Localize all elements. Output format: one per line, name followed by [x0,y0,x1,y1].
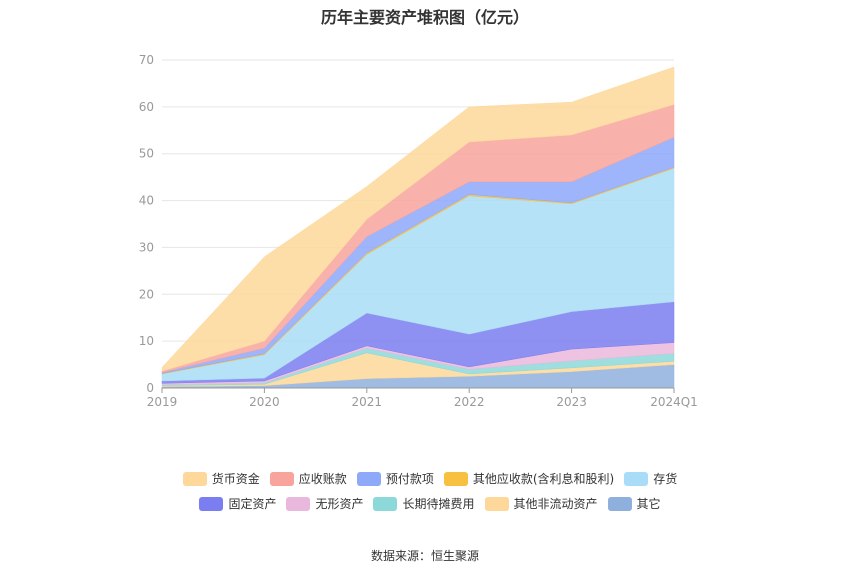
legend-label: 预付款项 [385,472,434,486]
legend-label: 货币资金 [211,472,260,486]
legend-item[interactable]: 长期待摊费用 [373,495,475,512]
legend-row: 固定资产 无形资产 长期待摊费用 其他非流动资产 其它 [170,495,690,512]
area-layers [161,66,675,389]
y-tick-label: 0 [146,381,154,395]
legend-item[interactable]: 无形资产 [286,495,363,512]
y-tick-label: 50 [139,147,154,161]
legend-item[interactable]: 存货 [624,470,677,487]
legend-swatch [182,471,207,486]
legend-swatch [269,471,294,486]
legend-swatch [356,471,381,486]
legend-label: 长期待摊费用 [402,497,475,511]
legend-item[interactable]: 其它 [607,495,661,512]
stacked-area-chart: 0 10 20 30 40 50 60 70 2019 2020 2021 2022 2023 2024Q… [139,53,698,409]
legend-item[interactable]: 预付款项 [356,470,434,487]
chart-title: 历年主要资产堆积图（亿元） [320,8,529,27]
y-tick-label: 40 [139,194,154,208]
legend-label: 存货 [653,472,678,486]
y-tick-label: 10 [139,334,154,348]
legend-swatch [443,471,468,486]
legend-label: 其它 [636,497,661,511]
legend-swatch [624,471,649,486]
legend-item[interactable]: 货币资金 [182,470,260,487]
x-tick-label: 2020 [249,395,280,409]
legend-label: 无形资产 [315,497,364,511]
axes: 0 10 20 30 40 50 60 70 2019 2020 2021 2022 2023 2024Q… [139,53,698,409]
legend-row: 货币资金 应收账款 预付款项 其他应收款(含利息和股利) 存货 [170,470,690,487]
legend-swatch [607,496,632,511]
legend-swatch [199,496,224,511]
y-tick-label: 60 [139,100,154,114]
x-tick-label: 2019 [147,395,178,409]
legend-label: 固定资产 [228,497,277,511]
source-note: 数据来源：恒生聚源 [370,549,479,563]
legend-item[interactable]: 固定资产 [199,495,276,512]
legend-swatch [373,496,398,511]
x-tick-label: 2024Q1 [650,395,698,409]
legend-item[interactable]: 应收账款 [269,470,347,487]
y-tick-label: 70 [139,53,154,67]
y-tick-label: 30 [139,240,154,254]
area-货币资金 [161,66,675,372]
legend-item[interactable]: 其他非流动资产 [484,495,598,512]
legend-label: 其他非流动资产 [513,497,598,511]
legend-item[interactable]: 其他应收款(含利息和股利) [443,470,615,487]
legend-swatch [286,496,311,511]
x-tick-label: 2023 [556,395,587,409]
x-tick-label: 2022 [454,395,485,409]
legend-label: 其他应收款(含利息和股利) [472,472,615,486]
legend-swatch [484,496,509,511]
legend: 货币资金 应收账款 预付款项 其他应收款(含利息和股利) 存货固定资产 无形资产 长期待摊费… [170,470,690,520]
legend-label: 应收账款 [298,472,347,486]
y-tick-label: 20 [139,287,154,301]
x-tick-label: 2021 [352,395,383,409]
